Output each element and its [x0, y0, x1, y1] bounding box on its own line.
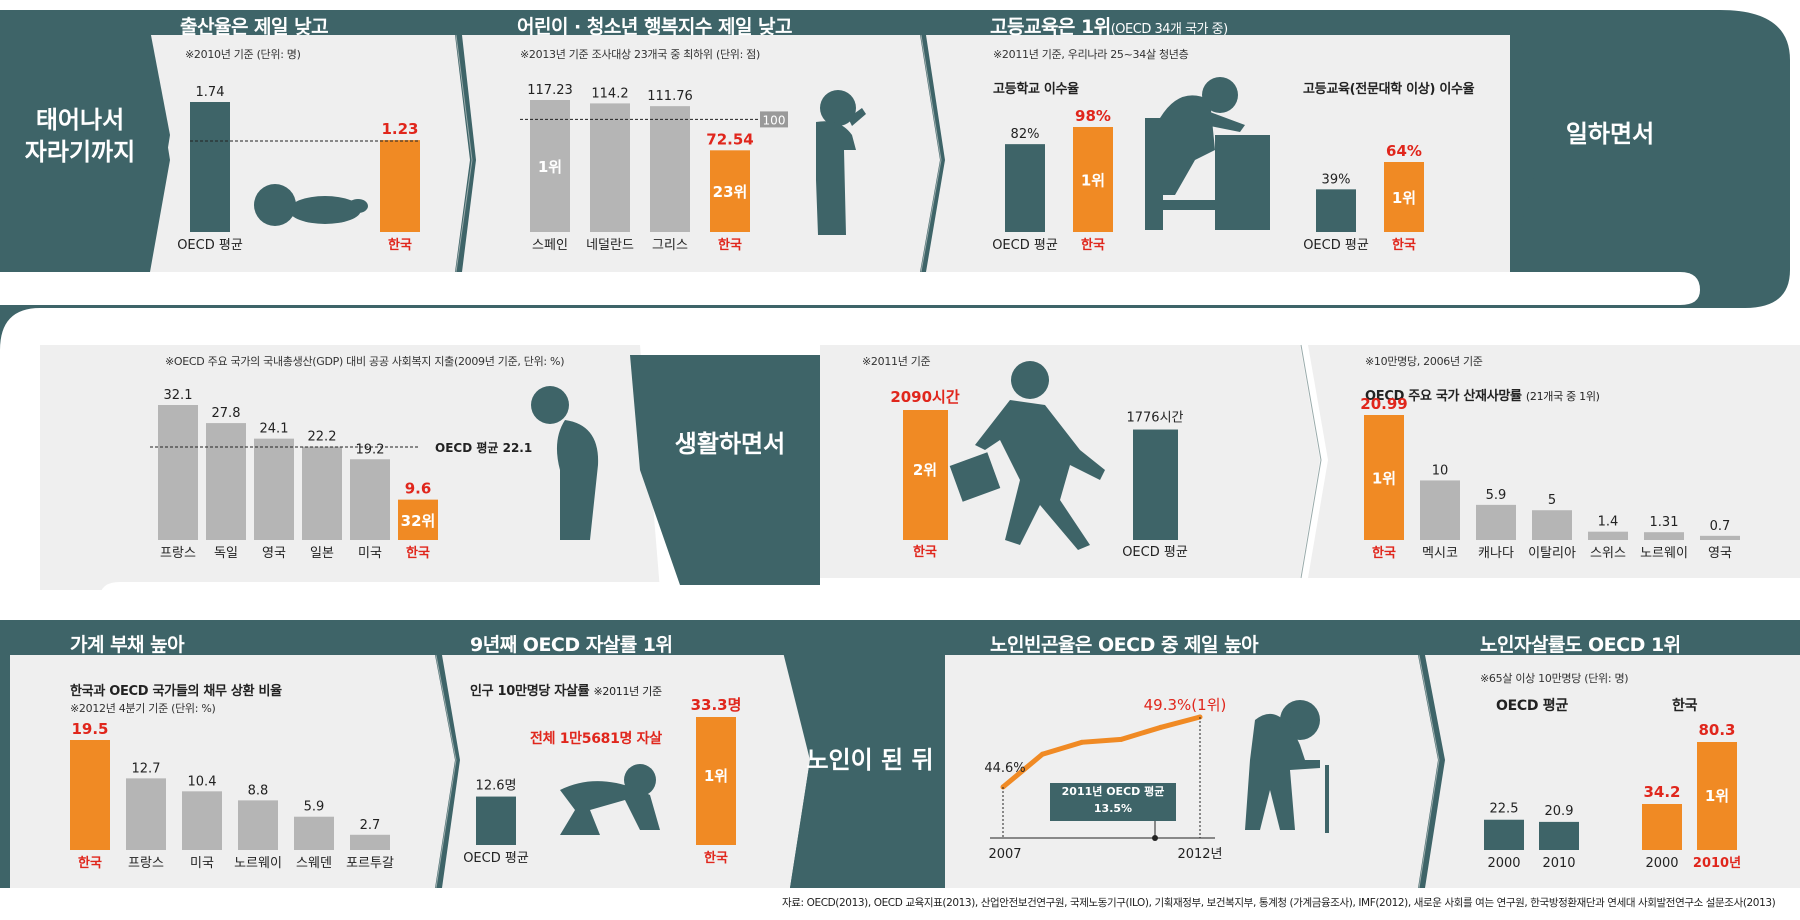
panel-title-poverty: 노인빈곤율은 OECD 중 제일 높아: [990, 634, 1259, 656]
track-1: [0, 272, 1700, 305]
panel-bg-6: [1308, 345, 1800, 578]
panel-bg-2: [462, 35, 940, 272]
callout-value: 13.5%: [1093, 802, 1133, 815]
sub-debt: 한국과 OECD 국가들의 채무 상환 비율: [70, 684, 282, 699]
divider-5: [1418, 654, 1440, 889]
panel-title-debt: 가계 부채 높아: [70, 634, 185, 656]
section-label-working: 일하면서: [1565, 120, 1655, 148]
divider-3: [1300, 344, 1322, 579]
note-elderly-suicide: ※65살 이상 10만명당 (단위: 명): [1480, 672, 1629, 685]
divider-2: [920, 34, 942, 273]
sad-child-silhouette: [816, 90, 866, 235]
note-debt: ※2012년 4분기 기준 (단위: %): [70, 702, 216, 715]
note-happiness: ※2013년 기준 조사대상 23개국 중 최하위 (단위: 점): [520, 48, 760, 61]
track-2: [100, 582, 1800, 615]
divider-4: [435, 654, 457, 889]
callout-suicide-total: 전체 1만5681명 자살: [530, 731, 662, 747]
elderly-silhouette: [1245, 700, 1329, 833]
sub-korea: 한국: [1672, 698, 1698, 714]
source-note: 자료: OECD(2013), OECD 교육지표(2013), 산업안전보건연…: [782, 897, 1776, 909]
panel-title-accident: 안전하지 않은 환경에서: [1360, 324, 1543, 346]
sub-accident: OECD 주요 국가 산재사망률 (21개국 중 1위): [1365, 389, 1600, 404]
note-work: ※2011년 기준: [862, 355, 931, 368]
banner-shape-4: [775, 620, 945, 888]
note-accident: ※10만명당, 2006년 기준: [1365, 355, 1483, 368]
panel-bg-1: [150, 35, 470, 272]
section-label-childhood: 태어나서 자라기까지: [24, 106, 136, 166]
panel-bg-7: [10, 655, 455, 888]
businessman-silhouette: [949, 361, 1105, 550]
panel-bg-10: [1425, 655, 1800, 888]
banner-shape-2: [1520, 40, 1710, 230]
sub-oecd-avg: OECD 평균: [1496, 698, 1568, 714]
note-birth: ※2010년 기준 (단위: 명): [185, 48, 301, 61]
panel-title-welfare: 사회복지는 OECD 최하 수준(33개국 중 32위): [165, 324, 487, 346]
section-label-living: 생활하면서: [674, 430, 786, 458]
poverty-oecd-callout: 2011년 OECD 평균 13.5%: [1050, 783, 1176, 821]
despair-silhouette: [560, 764, 660, 835]
baby-silhouette: [254, 184, 368, 226]
callout-label: 2011년 OECD 평균: [1061, 785, 1165, 798]
sub-tertiary: 고등교육(전문대학 이상) 이수율: [1303, 82, 1475, 97]
divider-1: [455, 34, 473, 273]
panel-title-suicide: 9년째 OECD 자살률 1위: [470, 634, 673, 656]
sub-highschool: 고등학교 이수율: [993, 82, 1079, 97]
sub-suicide: 인구 10만명당 자살률 ※2011년 기준: [470, 684, 662, 699]
note-welfare: ※OECD 주요 국가의 국내총생산(GDP) 대비 공공 사회복지 지출(20…: [165, 355, 565, 368]
bowing-man-silhouette: [531, 386, 599, 540]
banner-shape-3: [630, 355, 820, 585]
section-label-elderly: 노인이 된 뒤: [806, 746, 934, 774]
panel-title-elderly-suicide: 노인자살률도 OECD 1위: [1480, 634, 1681, 656]
panel-title-work: 연간 노동시간은 OECD 최고 수준(33개국 중 2위): [860, 324, 1214, 346]
panel-title-education: 고등교육은 1위(OECD 34개 국가 중): [990, 16, 1228, 38]
panel-title-birth: 출산율은 제일 낮고: [180, 16, 329, 38]
panel-title-happiness: 어린이 · 청소년 행복지수 제일 낮고: [517, 16, 793, 38]
note-education: ※2011년 기준, 우리나라 25~34살 청년층: [993, 48, 1189, 61]
student-silhouette: [1145, 77, 1270, 230]
panel-bg-9: [940, 655, 1438, 888]
banner-shape-1: [0, 30, 170, 260]
